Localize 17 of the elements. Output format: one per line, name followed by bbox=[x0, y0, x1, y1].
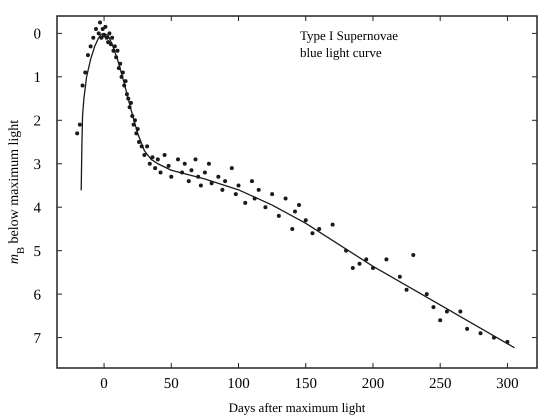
x-tick-label: 250 bbox=[428, 376, 452, 392]
x-tick-label: 50 bbox=[164, 376, 179, 392]
x-tick-label: 0 bbox=[100, 376, 108, 392]
x-tick-label: 300 bbox=[496, 376, 519, 392]
x-tick-label: 150 bbox=[294, 376, 317, 392]
y-tick-label: 4 bbox=[34, 200, 42, 216]
y-tick-label: 0 bbox=[34, 26, 41, 43]
annotation: Type I Supernovae blue light curve bbox=[300, 28, 398, 60]
x-axis-title: Days after maximum light bbox=[228, 400, 366, 415]
y-tick-label: 3 bbox=[34, 157, 41, 174]
y-tick-label: 2 bbox=[34, 114, 41, 130]
y-tick-label: 5 bbox=[34, 244, 41, 260]
x-tick-label: 100 bbox=[227, 376, 250, 392]
y-tick-label: 6 bbox=[34, 287, 42, 304]
y-tick-label: 7 bbox=[34, 330, 42, 347]
y-tick-label: 1 bbox=[34, 70, 41, 86]
x-tick-label: 200 bbox=[362, 376, 384, 392]
